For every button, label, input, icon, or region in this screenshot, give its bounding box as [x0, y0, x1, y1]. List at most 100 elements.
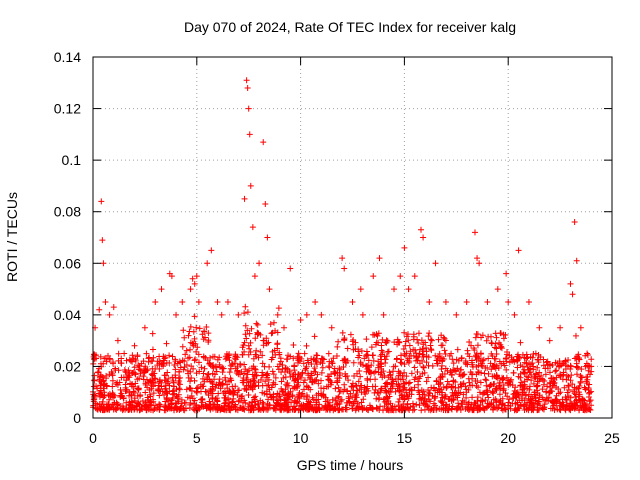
background-point — [548, 388, 555, 395]
background-point — [577, 378, 584, 385]
background-point — [535, 359, 542, 366]
y-tick-label: 0.14 — [54, 49, 81, 65]
background-point — [141, 402, 148, 409]
background-point — [201, 365, 208, 372]
background-point — [301, 350, 308, 357]
background-point — [176, 386, 183, 393]
background-point — [440, 355, 447, 362]
background-point — [466, 353, 473, 360]
background-point — [517, 382, 524, 389]
background-point — [427, 336, 434, 343]
background-point — [378, 351, 385, 358]
background-point — [199, 383, 206, 390]
background-point — [117, 405, 124, 412]
background-point — [523, 360, 530, 367]
background-point — [484, 403, 491, 410]
background-point — [337, 388, 344, 395]
x-tick-label: 15 — [397, 430, 413, 446]
background-point — [441, 347, 448, 354]
background-point — [458, 354, 465, 361]
background-point — [401, 384, 408, 391]
background-point — [183, 347, 190, 354]
background-point — [384, 394, 391, 401]
background-point — [194, 344, 201, 351]
background-point — [205, 339, 212, 346]
background-point — [380, 396, 387, 403]
background-point — [453, 390, 460, 397]
background-point — [464, 361, 471, 368]
background-point — [572, 332, 579, 339]
background-point — [336, 375, 343, 382]
background-point — [425, 396, 432, 403]
background-point — [472, 377, 479, 384]
background-point — [388, 407, 395, 414]
data-point — [503, 270, 510, 277]
background-point — [438, 362, 445, 369]
data-point — [98, 198, 105, 205]
data-point — [471, 229, 478, 236]
background-point — [483, 377, 490, 384]
background-point — [156, 406, 163, 413]
background-point — [420, 364, 427, 371]
data-point — [102, 298, 109, 305]
background-point — [187, 368, 194, 375]
background-point — [332, 370, 339, 377]
background-point — [567, 362, 574, 369]
background-point — [121, 367, 128, 374]
background-point — [415, 381, 422, 388]
background-point — [406, 379, 413, 386]
background-point — [230, 404, 237, 411]
background-point — [328, 379, 335, 386]
background-point — [423, 378, 430, 385]
background-point — [554, 360, 561, 367]
x-tick-label: 10 — [293, 430, 309, 446]
background-point — [511, 407, 518, 414]
background-point — [163, 359, 170, 366]
background-point — [103, 375, 110, 382]
background-point — [201, 328, 208, 335]
background-point — [180, 366, 187, 373]
background-point — [407, 348, 414, 355]
background-point — [485, 333, 492, 340]
background-point — [564, 389, 571, 396]
background-point — [161, 407, 168, 414]
background-point — [585, 384, 592, 391]
background-point — [324, 397, 331, 404]
background-point — [430, 407, 437, 414]
background-point — [250, 377, 257, 384]
background-point — [407, 403, 414, 410]
background-point — [512, 405, 519, 412]
background-point — [381, 372, 388, 379]
background-point — [539, 394, 546, 401]
data-point — [106, 311, 113, 318]
background-point — [278, 402, 285, 409]
background-point — [542, 371, 549, 378]
background-point — [325, 383, 332, 390]
background-point — [491, 373, 498, 380]
data-point — [241, 195, 248, 202]
background-point — [426, 330, 433, 337]
background-point — [428, 384, 435, 391]
background-point — [308, 355, 315, 362]
background-point — [445, 407, 452, 414]
background-point — [478, 369, 485, 376]
background-point — [142, 381, 149, 388]
background-point — [303, 392, 310, 399]
background-point — [487, 382, 494, 389]
background-point — [179, 357, 186, 364]
background-point — [491, 363, 498, 370]
background-point — [97, 353, 104, 360]
y-tick-label: 0.08 — [54, 204, 81, 220]
background-point — [156, 392, 163, 399]
background-point — [382, 387, 389, 394]
background-point — [457, 366, 464, 373]
background-point — [199, 375, 206, 382]
data-point — [187, 286, 194, 293]
background-point — [251, 396, 258, 403]
background-point — [420, 363, 427, 370]
background-point — [272, 374, 279, 381]
background-point — [549, 405, 556, 412]
data-point — [359, 311, 366, 318]
background-point — [206, 404, 213, 411]
background-point — [195, 359, 202, 366]
